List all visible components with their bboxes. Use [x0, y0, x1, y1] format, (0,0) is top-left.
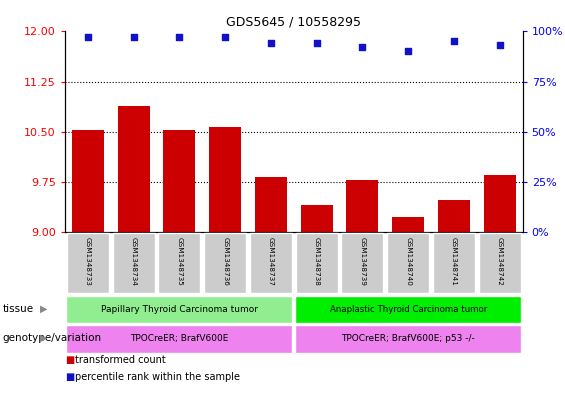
Point	[312, 40, 321, 47]
Title: GDS5645 / 10558295: GDS5645 / 10558295	[227, 16, 361, 29]
Point	[495, 42, 504, 49]
Text: ▶: ▶	[40, 303, 47, 314]
Text: GSM1348733: GSM1348733	[85, 237, 91, 286]
Bar	[295, 325, 521, 353]
Bar	[163, 130, 195, 232]
Bar	[112, 233, 155, 294]
Text: Anaplastic Thyroid Carcinoma tumor: Anaplastic Thyroid Carcinoma tumor	[329, 305, 487, 314]
Text: transformed count: transformed count	[75, 354, 166, 365]
Point	[358, 44, 367, 51]
Text: GSM1348734: GSM1348734	[131, 237, 137, 286]
Text: TPOCreER; BrafV600E; p53 -/-: TPOCreER; BrafV600E; p53 -/-	[341, 334, 475, 343]
Bar	[433, 233, 475, 294]
Text: Papillary Thyroid Carcinoma tumor: Papillary Thyroid Carcinoma tumor	[101, 305, 258, 314]
Bar	[72, 130, 104, 232]
Bar	[295, 233, 338, 294]
Bar	[66, 325, 293, 353]
Point	[221, 34, 230, 40]
Text: GSM1348736: GSM1348736	[222, 237, 228, 286]
Bar	[341, 233, 384, 294]
Text: ■: ■	[65, 372, 74, 382]
Bar	[67, 233, 109, 294]
Bar	[209, 127, 241, 232]
Point	[267, 40, 276, 47]
Bar	[346, 180, 379, 232]
Text: ■: ■	[65, 354, 74, 365]
Bar	[479, 233, 521, 294]
Point	[129, 34, 138, 40]
Text: GSM1348738: GSM1348738	[314, 237, 320, 286]
Text: GSM1348742: GSM1348742	[497, 237, 503, 286]
Point	[403, 48, 412, 55]
Text: ▶: ▶	[40, 333, 47, 343]
Bar	[301, 205, 333, 232]
Bar	[387, 233, 429, 294]
Point	[175, 34, 184, 40]
Point	[450, 39, 459, 45]
Bar	[66, 296, 293, 323]
Bar	[158, 233, 201, 294]
Text: GSM1348739: GSM1348739	[359, 237, 366, 286]
Text: tissue: tissue	[3, 303, 34, 314]
Text: genotype/variation: genotype/variation	[3, 333, 102, 343]
Text: GSM1348735: GSM1348735	[176, 237, 182, 286]
Text: GSM1348740: GSM1348740	[405, 237, 411, 286]
Bar	[255, 177, 287, 232]
Bar	[118, 106, 150, 232]
Bar	[392, 217, 424, 232]
Bar	[204, 233, 246, 294]
Bar	[438, 200, 470, 232]
Text: GSM1348741: GSM1348741	[451, 237, 457, 286]
Bar	[250, 233, 292, 294]
Text: TPOCreER; BrafV600E: TPOCreER; BrafV600E	[130, 334, 229, 343]
Point	[84, 34, 93, 40]
Text: GSM1348737: GSM1348737	[268, 237, 274, 286]
Bar	[295, 296, 521, 323]
Bar	[484, 175, 516, 232]
Text: percentile rank within the sample: percentile rank within the sample	[75, 372, 240, 382]
